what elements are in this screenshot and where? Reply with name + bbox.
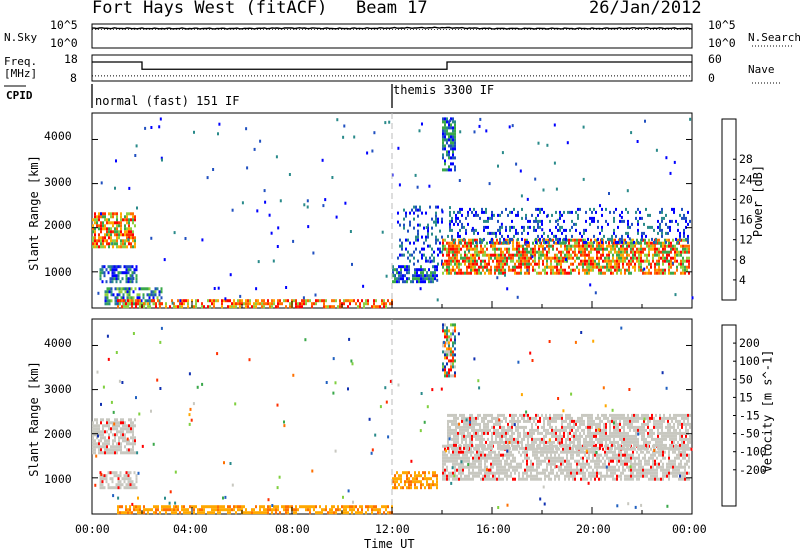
noise-right-tick-bottom: 10^0 — [708, 36, 736, 50]
power-colorbar-tick-3: 16 — [739, 213, 753, 227]
chart-title: Fort Hays West (fitACF) — [92, 0, 328, 18]
vel-ytick-2000: 2000 — [44, 427, 72, 441]
power-region-1 — [99, 265, 138, 284]
noise-right-tick-top: 10^5 — [708, 18, 736, 32]
beam-label: Beam 17 — [356, 0, 428, 18]
noise-left-tick-top: 10^5 — [50, 18, 78, 32]
power-colorbar-tick-0: 4 — [739, 273, 746, 287]
velocity-region-1 — [99, 471, 138, 490]
velocity-colorbar-tick-4: -15 — [739, 409, 760, 423]
xlabel: Time UT — [364, 537, 415, 551]
cpid-mode-normal: normal (fast) 151 IF — [95, 94, 240, 108]
vel-ytick-1000: 1000 — [44, 472, 72, 486]
power-colorbar-tick-5: 24 — [739, 172, 753, 186]
power-ytick-2000: 2000 — [44, 218, 72, 232]
freq-left-tick-top: 18 — [64, 52, 78, 66]
date-label: 26/Jan/2012 — [589, 0, 702, 18]
freq-unit-label: [MHz] — [4, 67, 38, 80]
power-region-4 — [392, 265, 438, 284]
cpid-mode-themis: themis 3300 IF — [393, 83, 495, 97]
nsky-label: N.Sky — [4, 31, 38, 44]
velocity-colorbar-tick-7: -200 — [739, 463, 767, 477]
xtick-0: 00:00 — [75, 522, 110, 536]
velocity-region-2 — [117, 505, 393, 515]
power-region-3 — [117, 299, 393, 309]
freq-right-tick-top: 60 — [708, 52, 722, 66]
velocity-scatter — [94, 326, 693, 509]
power-colorbar-tick-2: 12 — [739, 233, 753, 247]
velocity-colorbar-tick-2: 50 — [739, 372, 753, 386]
xtick-4: 16:00 — [476, 522, 511, 536]
velocity-colorbar-tick-0: 200 — [739, 336, 760, 350]
power-colorbar-tick-1: 8 — [739, 253, 746, 267]
power-ytick-4000: 4000 — [44, 129, 72, 143]
xtick-2: 08:00 — [275, 522, 310, 536]
vel-ytick-4000: 4000 — [44, 336, 72, 350]
xtick-3: 12:00 — [375, 522, 410, 536]
nave-label: Nave — [748, 63, 775, 76]
nsky-line — [92, 26, 693, 30]
xtick-1: 04:00 — [173, 522, 208, 536]
power-scatter — [97, 117, 694, 305]
velocity-colorbar-tick-1: 100 — [739, 354, 760, 368]
freq-right-tick-bottom: 0 — [708, 71, 715, 85]
freq-left-tick-bottom: 8 — [70, 71, 77, 85]
velocity-colorbar-tick-5: -50 — [739, 427, 760, 441]
power-region-5 — [397, 205, 443, 266]
noise-panel-frame — [91, 23, 693, 49]
power-colorbar-frame — [721, 118, 737, 301]
freq-line — [92, 61, 692, 70]
cpid-label: CPID — [6, 89, 33, 102]
power-region-0 — [92, 212, 136, 249]
nsearch-label: N.Search — [748, 31, 800, 44]
vel-ytick-3000: 3000 — [44, 382, 72, 396]
velocity-region-3 — [392, 471, 438, 490]
velocity-colorbar-tick-3: 15 — [739, 390, 753, 404]
xtick-5: 20:00 — [576, 522, 611, 536]
power-colorbar-tick-6: 28 — [739, 152, 753, 166]
power-region-8 — [442, 117, 456, 172]
velocity-colorbar-tick-6: -100 — [739, 445, 767, 459]
power-region-7 — [447, 207, 691, 244]
velocity-region-6 — [442, 323, 456, 378]
noise-left-tick-bottom: 10^0 — [50, 36, 78, 50]
power-ytick-1000: 1000 — [44, 265, 72, 279]
power-colorbar-tick-4: 20 — [739, 192, 753, 206]
freq-panel-frame — [91, 54, 693, 82]
xtick-6: 00:00 — [672, 522, 707, 536]
velocity-region-5 — [447, 413, 691, 450]
power-ytick-3000: 3000 — [44, 175, 72, 189]
power-region-6 — [442, 238, 690, 275]
freq-label: Freq. — [4, 55, 38, 68]
